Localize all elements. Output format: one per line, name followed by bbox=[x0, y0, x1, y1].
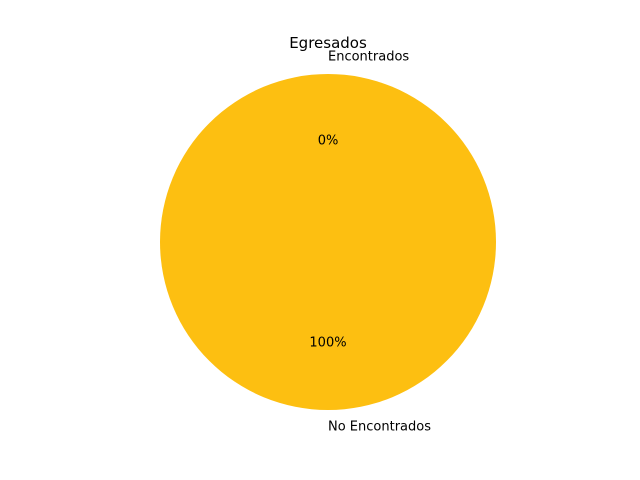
pie-slice bbox=[160, 74, 496, 410]
slice-label: No Encontrados bbox=[328, 419, 431, 434]
pie-slices bbox=[160, 74, 496, 410]
slice-percent-label: 100% bbox=[309, 335, 346, 350]
pie-labels: Encontrados 0% No Encontrados 100% bbox=[309, 50, 431, 435]
slice-percent-label: 0% bbox=[318, 134, 339, 149]
chart-title: Egresados bbox=[289, 34, 367, 52]
slice-label: Encontrados bbox=[328, 50, 409, 65]
